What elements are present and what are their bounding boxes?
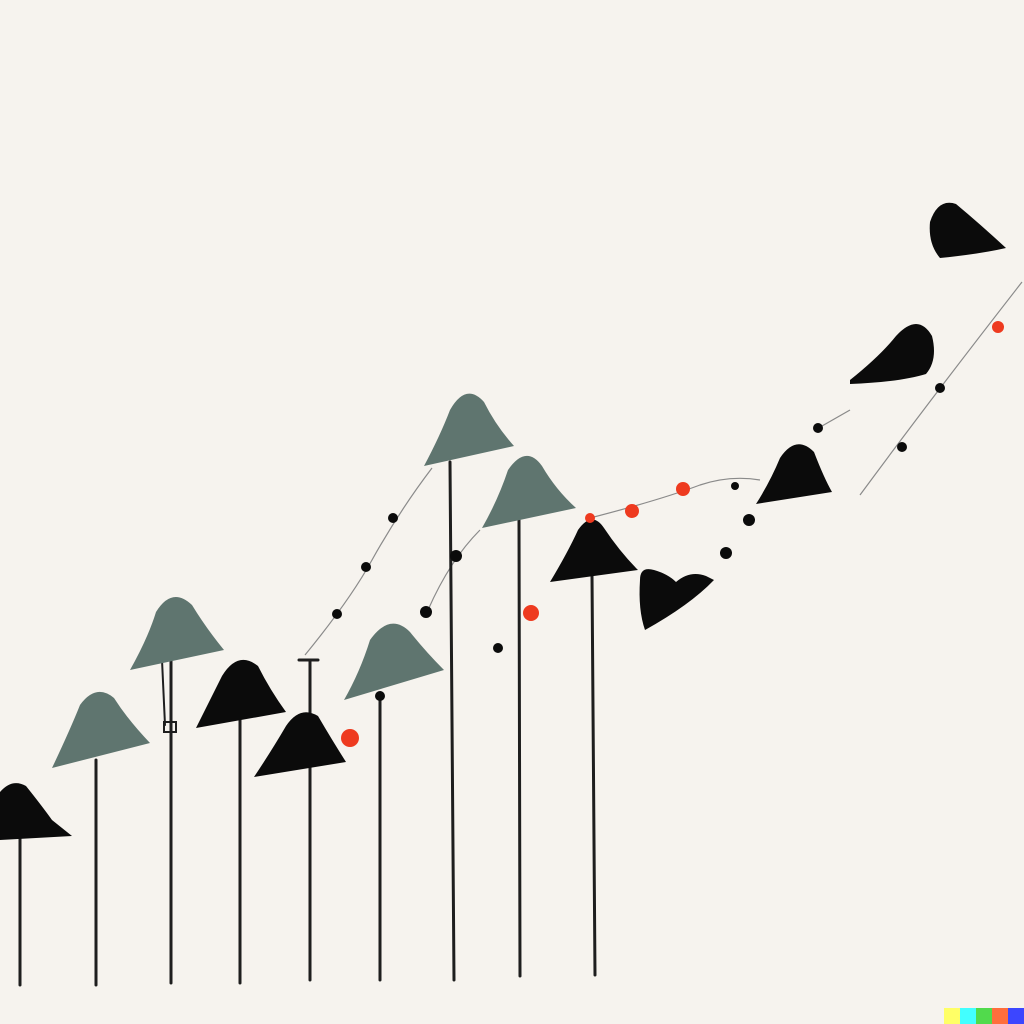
- lamp-shade: [52, 691, 150, 768]
- string-line: [589, 477, 761, 519]
- string-bead: [897, 442, 907, 452]
- lamp-shade: [0, 783, 72, 840]
- lamp-shade: [550, 519, 638, 582]
- string-bead: [935, 383, 945, 393]
- lamp-shade: [850, 324, 934, 384]
- string-bead: [731, 482, 739, 490]
- swatch: [1008, 1008, 1024, 1024]
- string-bead: [332, 609, 342, 619]
- swatch: [960, 1008, 976, 1024]
- string-bead: [585, 513, 595, 523]
- string-line: [304, 467, 433, 656]
- string-bead: [813, 423, 823, 433]
- lamp-shade: [254, 712, 346, 777]
- lamp-shade: [639, 569, 714, 630]
- swatch: [992, 1008, 1008, 1024]
- string-bead: [420, 606, 432, 618]
- string-bead: [676, 482, 690, 496]
- lamp-shade: [756, 444, 832, 504]
- lamp-shade: [344, 623, 444, 700]
- string-bead: [992, 321, 1004, 333]
- string-bead: [341, 729, 359, 747]
- string-bead: [450, 550, 462, 562]
- swatch: [976, 1008, 992, 1024]
- string-bead: [625, 504, 639, 518]
- lamp-pole: [448, 460, 456, 982]
- string-bead: [361, 562, 371, 572]
- signature-swatches: [944, 1008, 1024, 1024]
- string-bead: [388, 513, 398, 523]
- string-bead: [375, 691, 385, 701]
- lamp-pole: [590, 573, 597, 977]
- string-bead: [493, 643, 503, 653]
- poles-layer: [18, 460, 597, 987]
- lamp-pole-bracket: [161, 659, 166, 726]
- beads-layer: [332, 321, 1004, 747]
- string-bead: [743, 514, 755, 526]
- string-bead: [523, 605, 539, 621]
- lamp-shade: [929, 202, 1006, 258]
- swatch: [944, 1008, 960, 1024]
- lamp-pole-clamp: [163, 721, 177, 733]
- string-line: [859, 281, 1023, 496]
- lamp-pole: [517, 518, 522, 978]
- lamp-shade: [482, 455, 576, 528]
- lamp-shade: [424, 393, 514, 466]
- string-bead: [720, 547, 732, 559]
- shades-layer: [0, 202, 1006, 840]
- lamp-shade: [196, 659, 286, 728]
- lamp-shade: [130, 596, 224, 670]
